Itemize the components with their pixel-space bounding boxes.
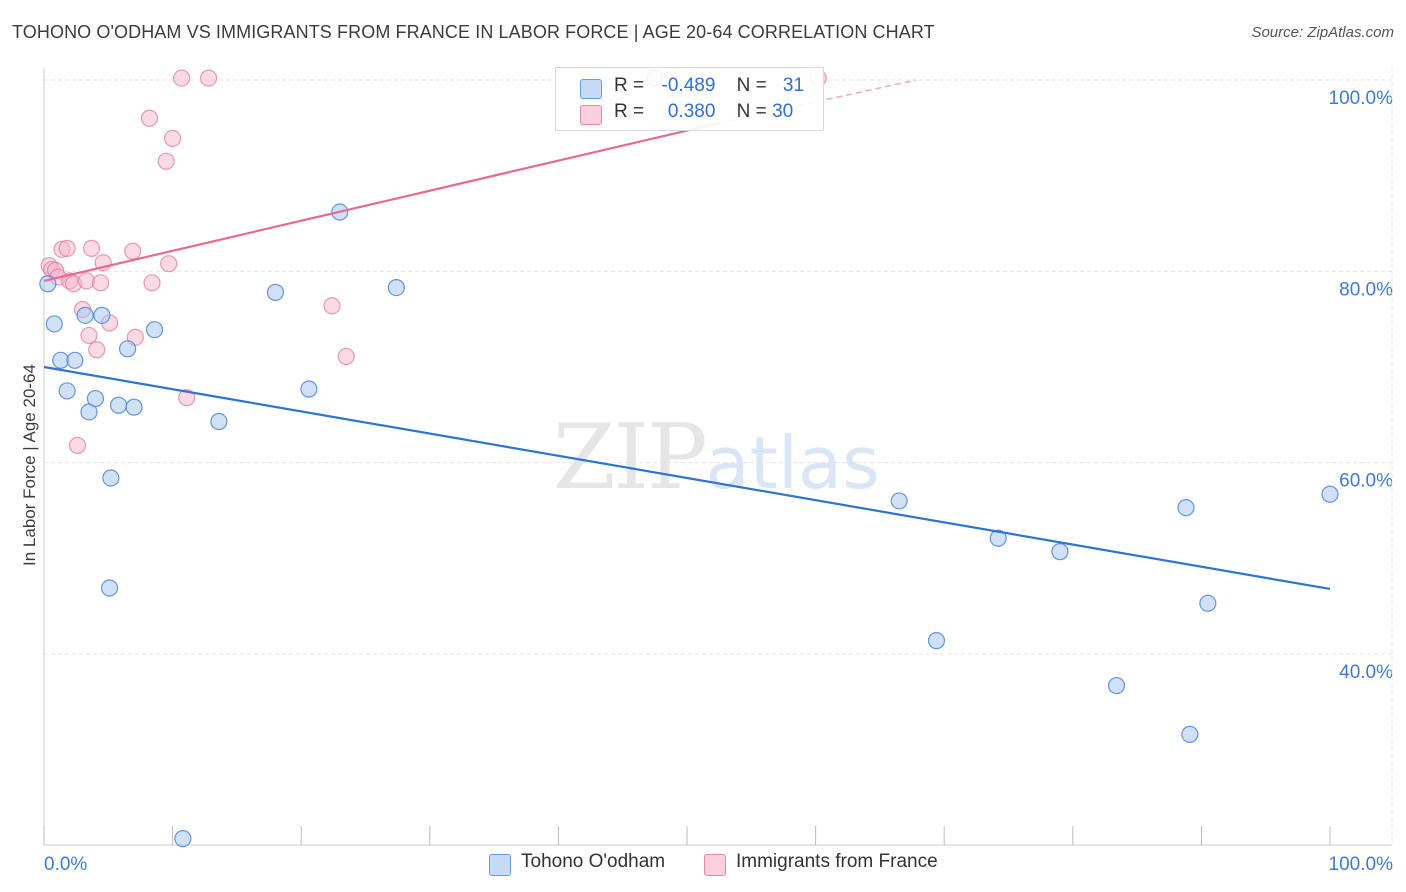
data-point-tohono <box>76 306 94 324</box>
data-point-france <box>337 347 355 366</box>
legend-swatch-france <box>704 854 726 876</box>
data-point-france <box>160 255 178 273</box>
data-point-tohono <box>266 283 285 301</box>
legend-swatch-france <box>580 105 602 125</box>
legend-item-tohono: Tohono O'odham <box>489 851 666 876</box>
data-point-tohono <box>300 380 318 398</box>
data-point-france <box>68 436 87 455</box>
y-tick-label: 80.0% <box>1339 279 1393 300</box>
data-point-tohono <box>890 492 908 510</box>
data-point-france <box>58 239 76 257</box>
data-point-tohono <box>1177 499 1195 517</box>
legend-swatch-tohono <box>580 79 602 99</box>
data-point-tohono <box>1199 594 1217 612</box>
data-point-france <box>323 297 341 315</box>
data-point-tohono <box>93 306 111 324</box>
data-point-tohono <box>66 351 84 369</box>
data-point-france <box>91 274 110 292</box>
data-point-france <box>124 242 142 260</box>
r-label: R = <box>614 75 645 96</box>
watermark-zip: ZIP <box>553 405 708 510</box>
n-label: N = <box>736 101 767 122</box>
y-tick-label: 100.0% <box>1329 88 1394 109</box>
data-point-france <box>140 109 159 127</box>
data-point-tohono <box>210 412 228 431</box>
data-point-france <box>88 341 106 359</box>
data-point-tohono <box>58 382 76 400</box>
data-point-tohono <box>145 321 164 339</box>
data-point-france <box>200 69 218 87</box>
data-point-tohono <box>174 830 192 848</box>
chart-title: TOHONO O'ODHAM VS IMMIGRANTS FROM FRANCE… <box>12 22 935 42</box>
legend-label-france: Immigrants from France <box>736 851 938 872</box>
legend-label-tohono: Tohono O'odham <box>521 851 666 872</box>
data-point-france <box>164 129 182 147</box>
x-tick-label: 100.0% <box>1329 854 1394 875</box>
source-credit: Source: ZipAtlas.com <box>1251 24 1394 41</box>
data-point-tohono <box>387 278 405 297</box>
data-point-france <box>173 69 191 87</box>
legend-swatch-tohono <box>489 854 511 876</box>
data-point-tohono <box>102 469 120 487</box>
y-tick-label: 60.0% <box>1339 471 1393 492</box>
data-point-tohono <box>109 396 128 414</box>
data-point-france <box>77 272 96 290</box>
n-value: 30 <box>772 101 794 122</box>
n-label: N = <box>736 75 767 96</box>
data-point-tohono <box>45 315 63 333</box>
data-point-france <box>143 274 161 292</box>
data-point-tohono <box>86 389 105 408</box>
data-point-tohono <box>100 579 119 597</box>
data-point-tohono <box>989 529 1007 547</box>
data-point-tohono <box>1107 676 1126 695</box>
r-label: R = <box>614 101 645 122</box>
data-point-france <box>178 389 196 407</box>
n-value: 31 <box>782 75 805 96</box>
data-point-france <box>80 326 98 345</box>
data-point-tohono <box>1321 485 1339 503</box>
r-value: -0.489 <box>661 75 716 96</box>
trend-line-tohono <box>43 365 1331 591</box>
data-point-france <box>82 239 101 257</box>
trend-line-france <box>43 121 720 282</box>
data-point-tohono <box>927 632 946 650</box>
data-point-tohono <box>1051 543 1069 561</box>
x-tick-label: 0.0% <box>44 854 87 875</box>
data-point-tohono <box>125 398 143 416</box>
data-point-tohono <box>118 340 137 358</box>
r-value: 0.380 <box>667 101 716 122</box>
correlation-legend: R = -0.489 N = 31 R = 0.380 N = 30 <box>555 67 824 131</box>
y-tick-label: 40.0% <box>1339 662 1393 683</box>
data-point-france <box>157 152 175 170</box>
data-point-tohono <box>1181 725 1199 743</box>
legend-item-france: Immigrants from France <box>704 851 938 876</box>
